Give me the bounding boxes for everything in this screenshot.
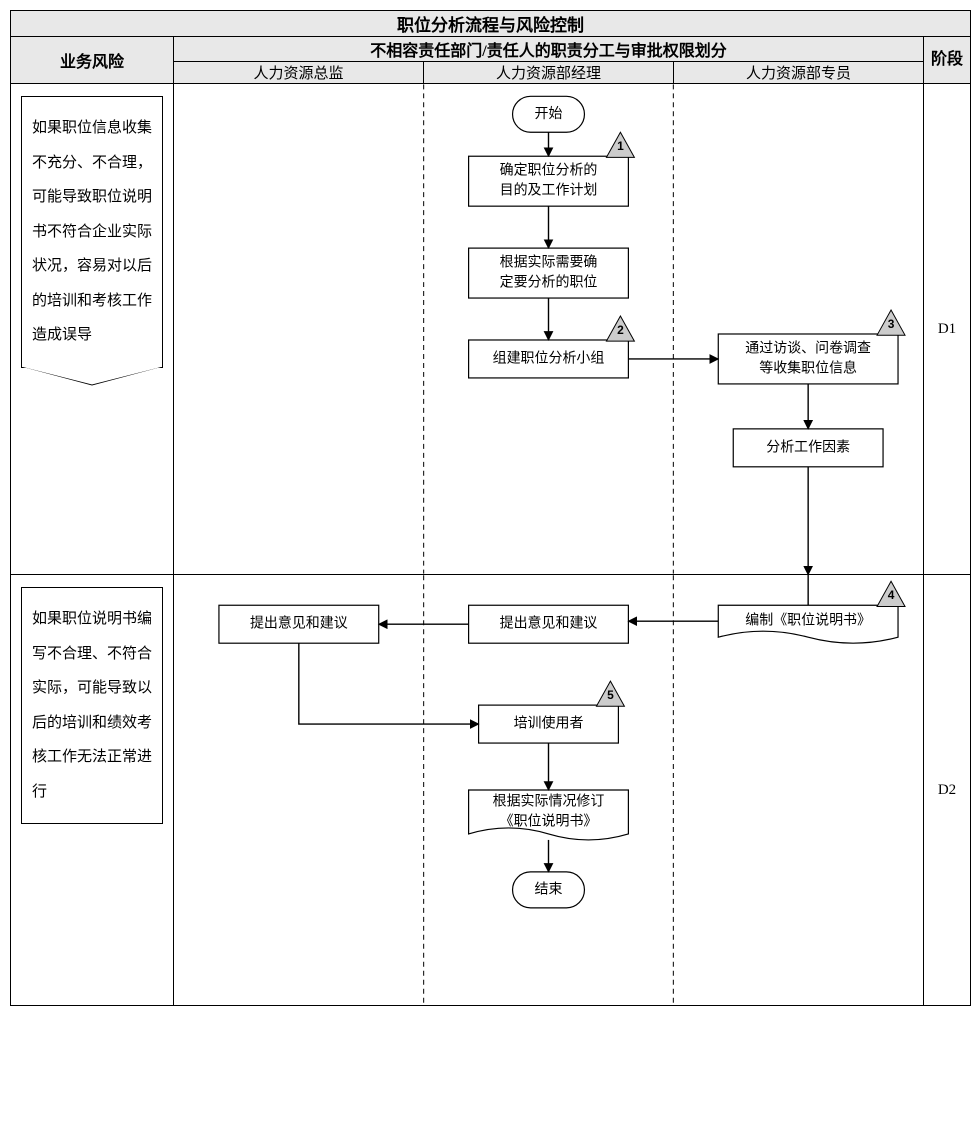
flowchart-d1: 开始确定职位分析的目的及工作计划根据实际需要确定要分析的职位组建职位分析小组 通过… bbox=[174, 84, 923, 574]
header-risk: 业务风险 bbox=[11, 37, 174, 84]
svg-text:根据实际需要确: 根据实际需要确 bbox=[500, 255, 598, 271]
svg-text:培训使用者: 培训使用者 bbox=[514, 715, 584, 732]
svg-text:分析工作因素: 分析工作因素 bbox=[766, 439, 850, 455]
header-phase: 阶段 bbox=[924, 37, 971, 84]
header-responsibility: 不相容责任部门/责任人的职责分工与审批权限划分 bbox=[174, 37, 924, 62]
flowchart-d2: 编制《职位说明书》提出意见和建议提出意见和建议培训使用者根据实际情况修订《职位说… bbox=[174, 575, 923, 1005]
lane-header-2: 人力资源部经理 bbox=[424, 62, 674, 84]
svg-text:编制《职位说明书》: 编制《职位说明书》 bbox=[745, 613, 871, 629]
flow-area-d2: 编制《职位说明书》提出意见和建议提出意见和建议培训使用者根据实际情况修订《职位说… bbox=[174, 575, 924, 1006]
svg-text:1: 1 bbox=[617, 139, 624, 153]
svg-text:2: 2 bbox=[617, 323, 624, 337]
svg-text:4: 4 bbox=[888, 588, 895, 602]
risk-cell-d2: 如果职位说明书编写不合理、不符合实际，可能导致以后的培训和绩效考核工作无法正常进… bbox=[11, 575, 174, 1006]
svg-text:目的及工作计划: 目的及工作计划 bbox=[500, 183, 598, 199]
svg-text:提出意见和建议: 提出意见和建议 bbox=[500, 615, 598, 632]
phase-d2: D2 bbox=[924, 575, 971, 1006]
flow-area-d1: 开始确定职位分析的目的及工作计划根据实际需要确定要分析的职位组建职位分析小组 通过… bbox=[174, 84, 924, 575]
phase-d1: D1 bbox=[924, 84, 971, 575]
svg-text:提出意见和建议: 提出意见和建议 bbox=[250, 615, 348, 632]
svg-text:通过访谈、问卷调查: 通过访谈、问卷调查 bbox=[745, 340, 871, 356]
svg-text:开始: 开始 bbox=[535, 106, 563, 122]
lane-header-3: 人力资源部专员 bbox=[674, 62, 924, 84]
risk-cell-d1: 如果职位信息收集不充分、不合理，可能导致职位说明书不符合企业实际状况，容易对以后… bbox=[11, 84, 174, 575]
svg-text:等收集职位信息: 等收集职位信息 bbox=[759, 359, 857, 376]
page-title: 职位分析流程与风险控制 bbox=[11, 11, 971, 37]
diagram-container: 职位分析流程与风险控制 业务风险 不相容责任部门/责任人的职责分工与审批权限划分… bbox=[10, 10, 970, 1006]
lane-header-1: 人力资源总监 bbox=[174, 62, 424, 84]
svg-text:确定职位分析的: 确定职位分析的 bbox=[500, 163, 598, 179]
svg-text:定要分析的职位: 定要分析的职位 bbox=[500, 275, 598, 291]
svg-text:结束: 结束 bbox=[535, 881, 563, 897]
svg-text:3: 3 bbox=[888, 317, 895, 331]
risk-box-d1: 如果职位信息收集不充分、不合理，可能导致职位说明书不符合企业实际状况，容易对以后… bbox=[21, 96, 163, 368]
risk-box-d2: 如果职位说明书编写不合理、不符合实际，可能导致以后的培训和绩效考核工作无法正常进… bbox=[21, 587, 163, 824]
svg-text:《职位说明书》: 《职位说明书》 bbox=[500, 813, 598, 829]
svg-text:组建职位分析小组: 组建职位分析小组 bbox=[493, 350, 605, 366]
main-table: 职位分析流程与风险控制 业务风险 不相容责任部门/责任人的职责分工与审批权限划分… bbox=[10, 10, 971, 1006]
svg-text:5: 5 bbox=[607, 688, 614, 702]
svg-text:根据实际情况修订: 根据实际情况修订 bbox=[493, 793, 605, 809]
